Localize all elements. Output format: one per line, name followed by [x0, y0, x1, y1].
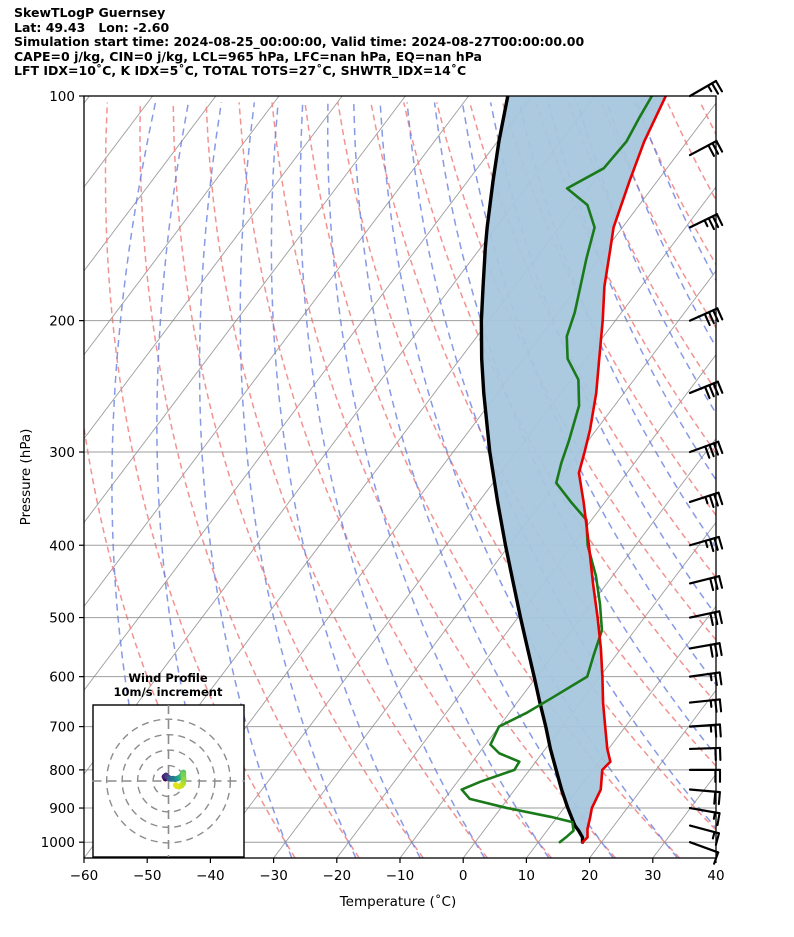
- hodograph-crosshair: [92, 705, 245, 857]
- pressure-axis-ticks: 100 200 300 400 500 600 700 800 900 1000: [41, 89, 84, 851]
- parcel-profile-curve: [479, 96, 585, 844]
- pressure-tick-label: 1000: [41, 835, 75, 851]
- header-line-title: SkewTLogP Guernsey: [14, 5, 166, 20]
- header-line-cape: CAPE=0 j/kg, CIN=0 j/kg, LCL=965 hPa, LF…: [14, 48, 482, 64]
- temperature-axis-ticks: −60 −50 −40 −30 −20 −10 0 10 20 30 40: [70, 858, 725, 884]
- header-line-indices: LFT IDX=10˚C, K IDX=5˚C, TOTAL TOTS=27˚C…: [14, 63, 467, 79]
- wind-profile-inset: Wind Profile 10m/s increment: [92, 671, 245, 858]
- temperature-tick-label: 20: [581, 868, 598, 884]
- pressure-tick-label: 800: [49, 763, 75, 779]
- pressure-tick-label: 600: [49, 670, 75, 686]
- wind-barb: [688, 806, 721, 827]
- wind-barb: [688, 139, 724, 157]
- temperature-tick-label: 40: [707, 868, 724, 884]
- temperature-tick-label: −60: [70, 868, 99, 884]
- y-axis-title: Pressure (hPa): [18, 429, 34, 526]
- pressure-tick-label: 400: [49, 538, 75, 554]
- temperature-tick-label: −50: [133, 868, 162, 884]
- dewpoint-profile-curve: [460, 96, 654, 844]
- pressure-tick-label: 100: [49, 89, 75, 105]
- x-axis-title: Temperature (˚C): [339, 893, 457, 910]
- header-line-times: Simulation start time: 2024-08-25_00:00:…: [14, 34, 585, 50]
- pressure-tick-label: 700: [49, 720, 75, 736]
- pressure-tick-label: 200: [49, 314, 75, 330]
- temperature-tick-label: −20: [323, 868, 352, 884]
- header-line-latlon: Lat: 49.43 Lon: -2.60: [14, 19, 170, 35]
- temperature-profile-curve: [577, 96, 668, 844]
- temperature-tick-label: −10: [386, 868, 415, 884]
- inset-title-line1: Wind Profile: [128, 671, 208, 685]
- pressure-tick-label: 500: [49, 611, 75, 627]
- pressure-tick-label: 300: [49, 445, 75, 461]
- temperature-tick-label: 10: [518, 868, 535, 884]
- figure-header: SkewTLogP Guernsey Lat: 49.43 Lon: -2.60…: [14, 5, 784, 79]
- wind-barb: [688, 380, 724, 400]
- wind-barb: [688, 788, 721, 806]
- wind-barb: [688, 610, 723, 627]
- temperature-tick-label: 30: [644, 868, 661, 884]
- wind-barb: [688, 79, 724, 98]
- temperature-tick-label: 0: [459, 868, 468, 884]
- pressure-tick-label: 900: [49, 801, 75, 817]
- inset-title-line2: 10m/s increment: [114, 685, 223, 699]
- temperature-tick-label: −40: [196, 868, 225, 884]
- cape-shading-region: [481, 96, 666, 843]
- hodograph-trace: [161, 769, 187, 790]
- wind-barb-column: [688, 79, 724, 865]
- temperature-tick-label: −30: [259, 868, 288, 884]
